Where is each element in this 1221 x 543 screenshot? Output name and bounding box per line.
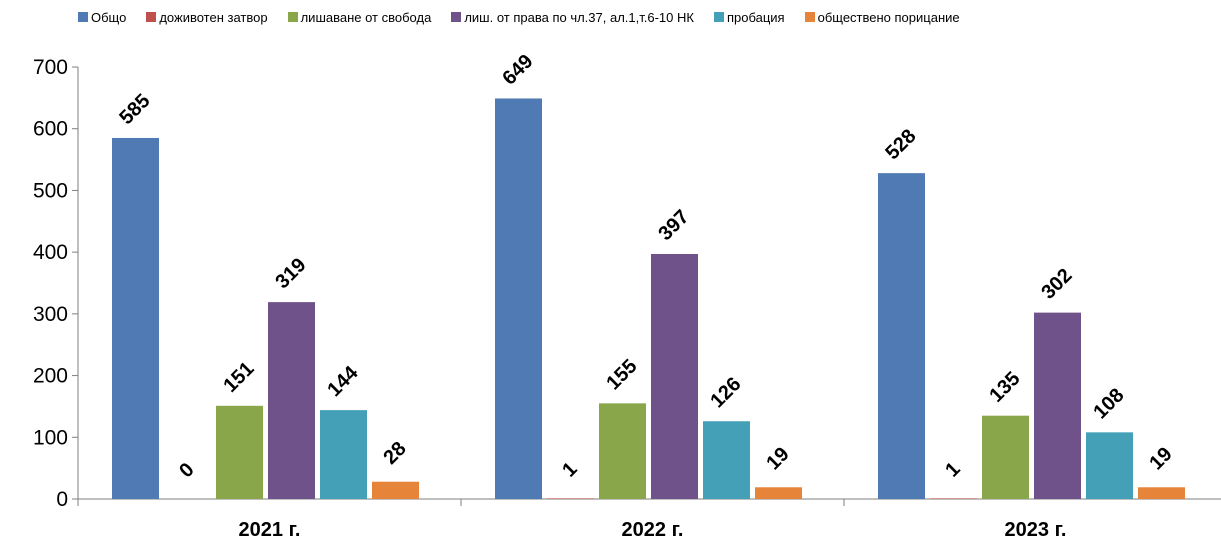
legend-swatch [713, 12, 724, 22]
y-tick-label: 500 [33, 179, 68, 202]
bar [755, 487, 802, 499]
bar [878, 173, 925, 500]
data-label: 585 [115, 90, 154, 129]
bar [547, 498, 594, 499]
data-label: 302 [1037, 265, 1076, 304]
legend-item: доживотен затвор [146, 9, 268, 25]
legend-label: лишаване от свобода [300, 9, 432, 25]
y-tick-label: 300 [33, 303, 68, 326]
bar [1034, 312, 1081, 499]
legend-label: пробация [726, 9, 785, 25]
y-tick-label: 0 [56, 488, 68, 511]
y-tick-label: 400 [33, 241, 68, 264]
bar [495, 98, 542, 499]
x-tick-label: 2021 г. [239, 519, 301, 541]
data-label: 528 [881, 125, 920, 164]
bar [112, 137, 159, 499]
legend-swatch [146, 12, 157, 22]
bar [268, 302, 315, 499]
data-label: 1 [558, 458, 581, 481]
y-tick-label: 700 [33, 56, 68, 79]
bar [703, 421, 750, 499]
data-label: 144 [323, 361, 363, 401]
bar [651, 253, 698, 499]
bar [320, 410, 367, 499]
legend-item: Общо [78, 10, 126, 25]
data-label: 0 [175, 459, 198, 482]
bar [982, 415, 1029, 499]
data-label: 397 [654, 206, 693, 245]
legend-label: доживотен затвор [159, 9, 268, 25]
y-tick-label: 100 [33, 426, 68, 449]
legend-swatch [287, 12, 298, 22]
data-label: 126 [706, 373, 745, 412]
bar [930, 498, 977, 499]
data-label: 19 [1145, 443, 1176, 474]
bar [1138, 487, 1185, 499]
legend-item: обществено порицание [804, 9, 960, 25]
y-tick-label: 200 [33, 365, 68, 388]
legend-swatch [451, 12, 462, 22]
legend-item: пробация [713, 9, 785, 25]
data-label: 151 [219, 358, 258, 397]
data-label: 649 [498, 50, 537, 89]
legend-swatch [804, 12, 815, 22]
legend-item: лиш. от права по чл.37, ал.1,т.6-10 НК [451, 10, 694, 25]
legend-item: лишаване от свобода [287, 9, 432, 25]
bar [1086, 432, 1133, 499]
y-tick-label: 600 [33, 118, 68, 141]
data-label: 28 [379, 438, 410, 469]
data-label: 319 [271, 254, 310, 293]
bar [372, 481, 419, 499]
data-label: 135 [985, 368, 1024, 407]
data-label: 155 [602, 355, 641, 394]
data-label: 1 [941, 458, 964, 481]
legend-label: обществено порицание [817, 9, 960, 25]
x-tick-label: 2023 г. [1005, 519, 1067, 541]
data-label: 108 [1089, 384, 1128, 423]
legend-label: лиш. от права по чл.37, ал.1,т.6-10 НК [464, 9, 694, 25]
chart-legend: Общо доживотен затвор лишаване от свобода л… [78, 6, 1218, 28]
legend-label: Общо [91, 9, 127, 25]
bar [599, 403, 646, 499]
legend-swatch [78, 12, 88, 22]
data-label: 19 [762, 443, 793, 474]
bar [216, 405, 263, 499]
x-tick-label: 2022 г. [622, 519, 684, 541]
